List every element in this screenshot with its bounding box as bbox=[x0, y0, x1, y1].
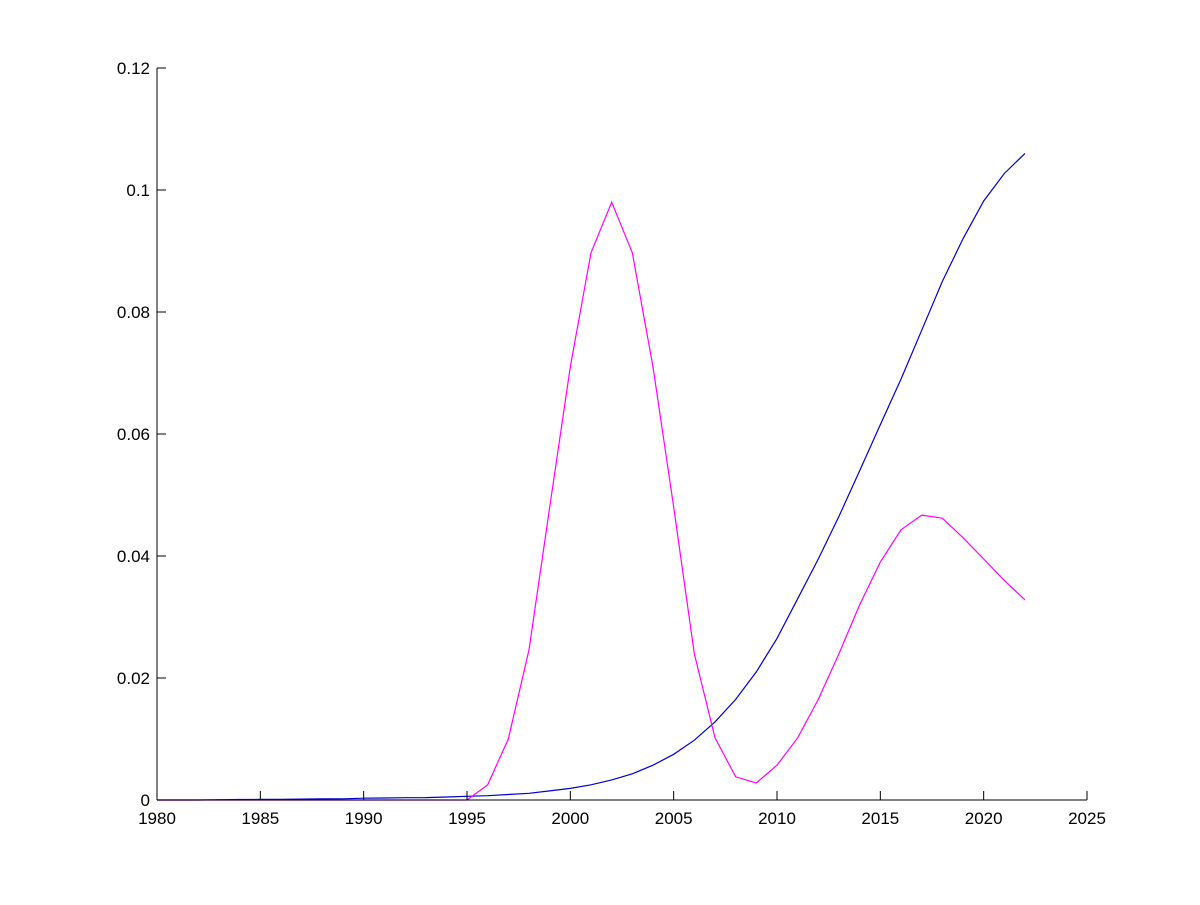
y-tick-label: 0.02 bbox=[117, 669, 150, 688]
x-tick-label: 2020 bbox=[965, 809, 1003, 828]
y-tick-label: 0.1 bbox=[126, 181, 150, 200]
x-tick-label: 2005 bbox=[655, 809, 693, 828]
y-tick-label: 0 bbox=[141, 791, 150, 810]
y-ticks: 0 0.02 0.04 0.06 0.08 0.1 0.12 bbox=[117, 59, 166, 810]
x-tick-label: 2010 bbox=[758, 809, 796, 828]
x-tick-label: 1995 bbox=[448, 809, 486, 828]
x-tick-label: 2015 bbox=[861, 809, 899, 828]
x-tick-label: 2000 bbox=[551, 809, 589, 828]
x-tick-label: 1985 bbox=[241, 809, 279, 828]
series-layer bbox=[157, 152, 1026, 801]
y-tick-label: 0.06 bbox=[117, 425, 150, 444]
y-tick-label: 0.04 bbox=[117, 547, 150, 566]
x-tick-label: 1980 bbox=[138, 809, 176, 828]
series-line-2 bbox=[157, 200, 1026, 801]
y-tick-label: 0.12 bbox=[117, 59, 150, 78]
x-tick-label: 2025 bbox=[1068, 809, 1106, 828]
x-ticks: 1980 1985 1990 1995 2000 2005 2010 2015 2020 2025 bbox=[138, 791, 1106, 828]
series-line-1 bbox=[157, 152, 1026, 801]
y-tick-label: 0.08 bbox=[117, 303, 150, 322]
x-tick-label: 1990 bbox=[345, 809, 383, 828]
